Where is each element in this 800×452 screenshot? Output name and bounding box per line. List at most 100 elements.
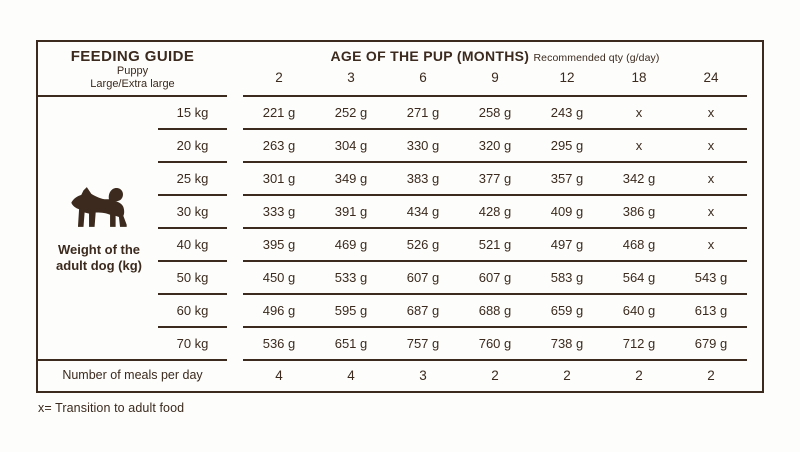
weight-side-label-line2: adult dog (kg) [56,258,142,273]
qty-cell: 543 g [694,270,728,285]
qty-cell: x [707,138,715,153]
weight-cell: 30 kg [158,196,227,229]
qty-cell: 301 g [262,171,296,186]
weight-cell: 20 kg [158,130,227,163]
weight-side-label-line1: Weight of the [57,242,141,257]
weight-cell: 60 kg [158,295,227,328]
feeding-guide-title: FEEDING GUIDE [70,48,195,65]
meals-per-day-row: Number of meals per day 4 4 3 2 2 2 2 [38,361,762,389]
qty-cell: 271 g [406,105,440,120]
qty-cell: 383 g [406,171,440,186]
qty-cell: 330 g [406,138,440,153]
qty-cell: x [707,237,715,252]
qty-cell: 595 g [334,303,368,318]
age-header-title: AGE OF THE PUP (MONTHS) Recommended qty … [243,42,747,66]
qty-cell: x [707,105,715,120]
qty-cell: 712 g [622,336,656,351]
weight-cell: 70 kg [158,328,227,361]
table-row-70kg: 70 kg 536 g 651 g 757 g 760 g 738 g 712 … [38,328,762,361]
age-header-subtitle: Recommended qty (g/day) [533,52,660,64]
table-row-15kg: 15 kg 221 g 252 g 271 g 258 g 243 g x x [38,97,762,130]
meals-cell: 3 [419,367,427,383]
table-row-25kg: 25 kg 301 g 349 g 383 g 377 g 357 g 342 … [38,163,762,196]
header-divider-right [243,95,747,97]
qty-cell: 377 g [478,171,512,186]
qty-cell: 263 g [262,138,296,153]
feeding-guide-subtitle-puppy: Puppy [116,65,149,77]
table-row-20kg: 20 kg 263 g 304 g 330 g 320 g 295 g x x [38,130,762,163]
dog-silhouette-icon [71,187,127,227]
meals-cell: 2 [491,367,499,383]
qty-cell: 497 g [550,237,584,252]
qty-cell: 450 g [262,270,296,285]
weight-rows: 15 kg 221 g 252 g 271 g 258 g 243 g x x … [38,97,762,361]
meals-cell: 4 [275,367,283,383]
meals-cell: 4 [347,367,355,383]
qty-cell: 342 g [622,171,656,186]
qty-cell: 583 g [550,270,584,285]
qty-cell: 468 g [622,237,656,252]
qty-cell: 757 g [406,336,440,351]
qty-cell: 687 g [406,303,440,318]
qty-cell: 434 g [406,204,440,219]
meals-cell: 2 [563,367,571,383]
age-column-header: 18 [631,70,647,85]
qty-cell: 688 g [478,303,512,318]
qty-cell: 564 g [622,270,656,285]
feeding-guide-table: FEEDING GUIDE Puppy Large/Extra large AG… [36,40,764,393]
qty-cell: x [635,138,643,153]
qty-cell: 221 g [262,105,296,120]
qty-cell: 526 g [406,237,440,252]
age-column-headers: 2 3 6 9 12 18 24 [243,70,747,85]
qty-cell: 496 g [262,303,296,318]
qty-cell: 738 g [550,336,584,351]
age-header: AGE OF THE PUP (MONTHS) Recommended qty … [243,42,747,95]
age-column-header: 24 [703,70,719,85]
qty-cell: 640 g [622,303,656,318]
qty-cell: 760 g [478,336,512,351]
qty-cell: 521 g [478,237,512,252]
table-row-30kg: 30 kg 333 g 391 g 434 g 428 g 409 g 386 … [38,196,762,229]
weight-side-block: Weight of the adult dog (kg) [38,97,160,361]
qty-cell: 391 g [334,204,368,219]
qty-cell: 613 g [694,303,728,318]
qty-cell: x [635,105,643,120]
qty-cell: 349 g [334,171,368,186]
qty-cell: 533 g [334,270,368,285]
table-row-50kg: 50 kg 450 g 533 g 607 g 607 g 583 g 564 … [38,262,762,295]
qty-cell: 243 g [550,105,584,120]
age-title-text: AGE OF THE PUP (MONTHS) [330,48,530,64]
qty-cell: x [707,171,715,186]
age-column-header: 9 [491,70,499,85]
qty-cell: 258 g [478,105,512,120]
qty-cell: 679 g [694,336,728,351]
qty-cell: 304 g [334,138,368,153]
meals-cell: 2 [707,367,715,383]
qty-cell: 428 g [478,204,512,219]
weight-cell: 25 kg [158,163,227,196]
age-column-header: 12 [559,70,575,85]
weight-side-label: Weight of the adult dog (kg) [56,242,142,274]
feeding-guide-subtitle-size: Large/Extra large [90,78,175,90]
age-column-header: 3 [347,70,355,85]
qty-cell: 659 g [550,303,584,318]
weight-cell: 50 kg [158,262,227,295]
qty-cell: 295 g [550,138,584,153]
qty-cell: 395 g [262,237,296,252]
weight-cell: 15 kg [158,97,227,130]
table-row-40kg: 40 kg 395 g 469 g 526 g 521 g 497 g 468 … [38,229,762,262]
qty-cell: 607 g [406,270,440,285]
qty-cell: 320 g [478,138,512,153]
age-column-header: 2 [275,70,283,85]
qty-cell: x [707,204,715,219]
qty-cell: 252 g [334,105,368,120]
age-column-header: 6 [419,70,427,85]
weight-cell: 40 kg [158,229,227,262]
qty-cell: 536 g [262,336,296,351]
qty-cell: 469 g [334,237,368,252]
feeding-guide-header: FEEDING GUIDE Puppy Large/Extra large [38,42,227,95]
qty-cell: 607 g [478,270,512,285]
qty-cell: 386 g [622,204,656,219]
qty-cell: 357 g [550,171,584,186]
